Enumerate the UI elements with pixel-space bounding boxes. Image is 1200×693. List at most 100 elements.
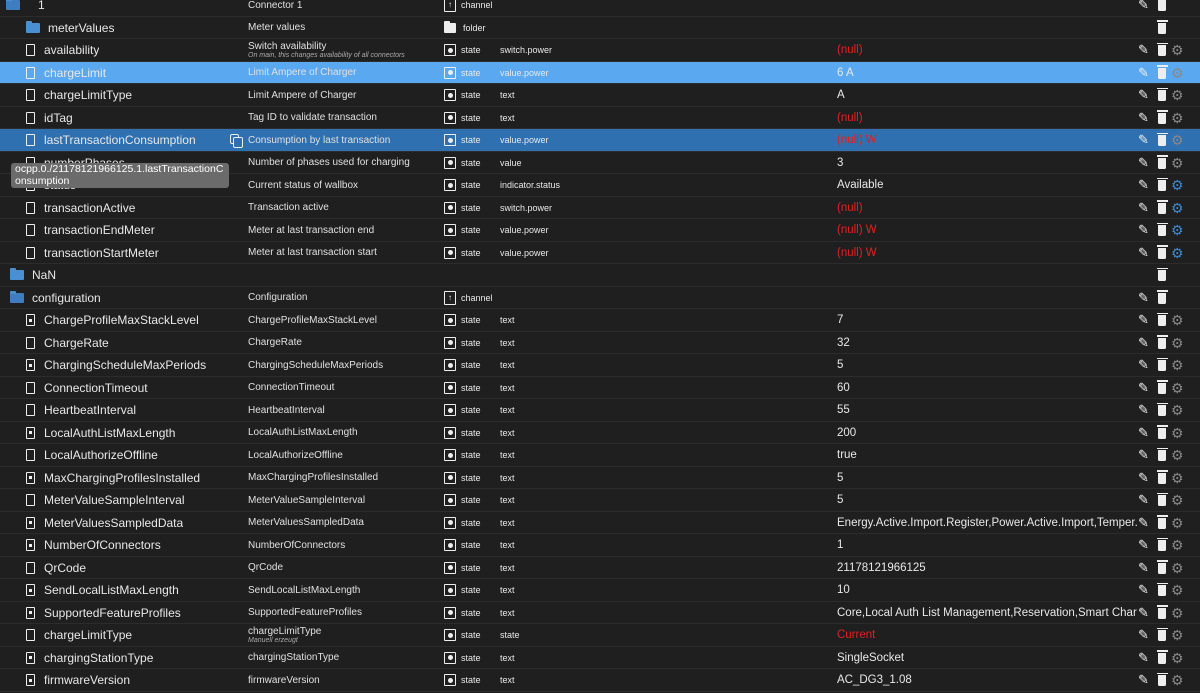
gear-icon[interactable]: ⚙ <box>1171 87 1184 103</box>
delete-icon[interactable] <box>1156 20 1168 34</box>
edit-icon[interactable]: ✎ <box>1138 109 1149 125</box>
delete-icon[interactable] <box>1156 200 1168 214</box>
gear-icon[interactable]: ⚙ <box>1171 244 1184 261</box>
tree-row[interactable]: chargeLimitType Limit Ampere of Charger st… <box>0 84 1200 107</box>
delete-icon[interactable] <box>1156 650 1168 664</box>
gear-icon[interactable]: ⚙ <box>1171 514 1184 531</box>
edit-icon[interactable]: ✎ <box>1138 604 1149 620</box>
object-id[interactable]: ConnectionTimeout <box>26 377 148 399</box>
gear-icon[interactable]: ⚙ <box>1171 537 1184 553</box>
tree-row[interactable]: idTag Tag ID to validate transaction state… <box>0 107 1200 129</box>
delete-icon[interactable] <box>1156 290 1168 304</box>
edit-icon[interactable]: ✎ <box>1138 402 1149 417</box>
object-id[interactable]: configuration <box>10 287 101 309</box>
delete-icon[interactable] <box>1156 357 1168 371</box>
gear-icon[interactable]: ⚙ <box>1171 357 1184 373</box>
object-id[interactable]: LocalAuthListMaxLength <box>26 422 175 444</box>
tree-row[interactable]: MaxChargingProfilesInstalled MaxChargingP… <box>0 467 1200 489</box>
object-value[interactable]: (null) <box>837 44 863 56</box>
edit-icon[interactable]: ✎ <box>1138 289 1149 305</box>
gear-icon[interactable]: ⚙ <box>1171 154 1184 171</box>
tree-row[interactable]: ChargingScheduleMaxPeriods ChargingSchedu… <box>0 354 1200 377</box>
object-id[interactable]: chargeLimitType <box>26 624 132 646</box>
tree-row[interactable]: SupportedFeatureProfiles SupportedFeature… <box>0 602 1200 624</box>
object-value[interactable]: 5 <box>837 471 844 484</box>
edit-icon[interactable]: ✎ <box>1138 514 1149 530</box>
delete-icon[interactable] <box>1156 515 1168 529</box>
object-value[interactable]: true <box>837 449 857 461</box>
object-value[interactable]: 32 <box>837 336 850 349</box>
gear-icon[interactable]: ⚙ <box>1171 469 1184 486</box>
object-id[interactable]: SupportedFeatureProfiles <box>26 602 181 624</box>
object-value[interactable]: 55 <box>837 404 850 416</box>
object-id[interactable]: NaN <box>10 264 56 286</box>
object-value[interactable]: (null) W <box>837 224 877 236</box>
tree-row[interactable]: LocalAuthorizeOffline LocalAuthorizeOffli… <box>0 444 1200 467</box>
edit-icon[interactable]: ✎ <box>1138 469 1149 485</box>
tree-row[interactable]: meterValues Meter values folder <box>0 17 1200 39</box>
tree-row[interactable]: NumberOfConnectors NumberOfConnectors stat… <box>0 534 1200 557</box>
tree-row[interactable]: MeterValuesSampledData MeterValuesSampled… <box>0 512 1200 534</box>
object-id[interactable]: firmwareVersion <box>26 669 130 691</box>
gear-icon[interactable]: ⚙ <box>1171 64 1184 81</box>
object-value[interactable]: 5 <box>837 359 844 371</box>
tree-row[interactable]: transactionActive Transaction active state… <box>0 197 1200 219</box>
object-value[interactable]: 5 <box>837 494 844 506</box>
delete-icon[interactable] <box>1156 267 1168 281</box>
object-id[interactable]: NumberOfConnectors <box>26 534 161 556</box>
delete-icon[interactable] <box>1156 470 1168 484</box>
delete-icon[interactable] <box>1156 447 1168 461</box>
object-value[interactable]: 60 <box>837 381 850 394</box>
object-id[interactable]: MeterValueSampleInterval <box>26 489 185 511</box>
folder-icon[interactable] <box>26 20 40 33</box>
delete-icon[interactable] <box>1156 110 1168 124</box>
delete-icon[interactable] <box>1158 0 1166 11</box>
gear-icon[interactable]: ⚙ <box>1171 492 1184 508</box>
tree-row[interactable]: transactionStartMeter Meter at last trans… <box>0 242 1200 264</box>
tree-row[interactable]: 1 Connector 1 ↑ channel ✎ <box>0 0 1200 17</box>
object-value[interactable]: 3 <box>837 156 844 169</box>
gear-icon[interactable]: ⚙ <box>1171 559 1184 576</box>
object-value[interactable]: SingleSocket <box>837 651 905 664</box>
object-value[interactable]: (null) <box>837 201 863 214</box>
object-id[interactable]: transactionStartMeter <box>26 242 159 264</box>
object-value[interactable]: Core,Local Auth List Management,Reservat… <box>837 606 1137 619</box>
delete-icon[interactable] <box>1156 627 1168 641</box>
gear-icon[interactable]: ⚙ <box>1171 649 1184 666</box>
delete-icon[interactable] <box>1156 425 1168 439</box>
gear-icon[interactable]: ⚙ <box>1171 222 1184 238</box>
edit-icon[interactable]: ✎ <box>1138 154 1149 170</box>
edit-icon[interactable]: ✎ <box>1138 357 1149 372</box>
delete-icon[interactable] <box>1156 335 1168 349</box>
delete-icon[interactable] <box>1156 222 1168 236</box>
object-value[interactable]: (null) <box>837 111 863 124</box>
tree-row[interactable]: transactionEndMeter Meter at last transac… <box>0 219 1200 242</box>
tree-row[interactable]: configuration Configuration ↑ channel ✎ <box>0 287 1200 309</box>
folder-open-icon[interactable] <box>6 0 20 10</box>
gear-icon[interactable]: ⚙ <box>1171 334 1184 351</box>
object-value[interactable]: 6 A <box>837 66 854 79</box>
edit-icon[interactable]: ✎ <box>1138 537 1149 552</box>
object-id[interactable]: meterValues <box>26 17 114 39</box>
tree-row[interactable]: lastTransactionConsumption Consumption by… <box>0 129 1200 152</box>
edit-icon[interactable]: ✎ <box>1138 492 1149 507</box>
delete-icon[interactable] <box>1156 672 1168 686</box>
delete-icon[interactable] <box>1156 537 1168 551</box>
folder-open-icon[interactable] <box>10 290 24 303</box>
gear-icon[interactable]: ⚙ <box>1171 312 1184 328</box>
gear-icon[interactable]: ⚙ <box>1171 582 1184 598</box>
delete-icon[interactable] <box>1156 65 1168 79</box>
object-id[interactable]: HeartbeatInterval <box>26 399 136 421</box>
tree-row[interactable]: chargeLimit Limit Ampere of Charger state v… <box>0 61 1200 84</box>
object-id[interactable]: 1 <box>6 0 45 16</box>
object-id[interactable]: ChargeRate <box>26 332 109 354</box>
delete-icon[interactable] <box>1156 312 1168 326</box>
delete-icon[interactable] <box>1156 560 1168 574</box>
object-id[interactable]: chargeLimitType <box>26 84 132 106</box>
object-value[interactable]: 200 <box>837 426 857 439</box>
delete-icon[interactable] <box>1156 380 1168 394</box>
tree-row[interactable]: ChargeProfileMaxStackLevel ChargeProfileM… <box>0 309 1200 332</box>
object-id[interactable]: MaxChargingProfilesInstalled <box>26 467 200 489</box>
tree-row[interactable]: firmwareVersion firmwareVersion state text A… <box>0 669 1200 692</box>
object-value[interactable]: A <box>837 89 845 101</box>
